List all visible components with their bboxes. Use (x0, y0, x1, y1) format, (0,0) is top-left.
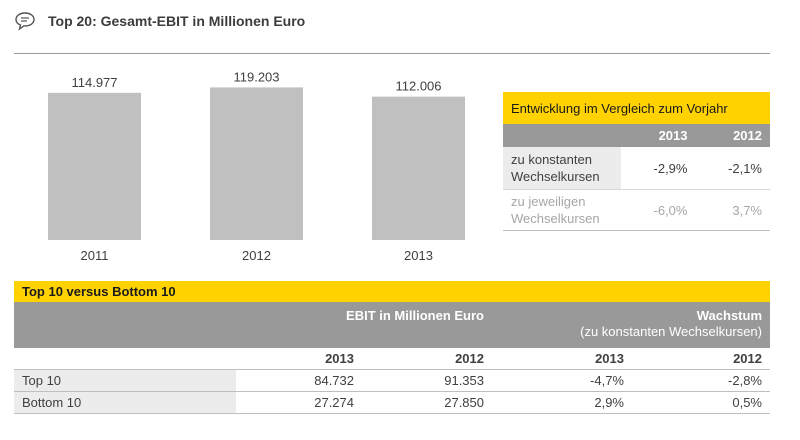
year-header: 2013 (236, 348, 362, 370)
table-row: zu jeweiligen Wechselkursen -6,0% 3,7% (503, 189, 770, 231)
x-tick-label: 2011 (81, 248, 109, 263)
top10-table: Top 10 versus Bottom 10 EBIT in Millione… (14, 281, 770, 414)
row-label: Bottom 10 (14, 391, 236, 414)
comparison-col-year: 2013 (621, 124, 696, 147)
table-cell: -6,0% (621, 189, 696, 231)
header-divider (14, 53, 770, 54)
table-cell: -2,1% (695, 147, 770, 190)
table-cell: -2,8% (632, 369, 770, 392)
row-label: zu konstanten Wechselkursen (503, 147, 621, 190)
year-header: 2013 (492, 348, 632, 370)
group-header-growth-title: Wachstum (696, 308, 762, 323)
table-row: Bottom 10 27.274 27.850 2,9% 0,5% (14, 391, 770, 414)
table-cell: 91.353 (362, 369, 492, 392)
bar-value-label: 119.203 (233, 69, 279, 84)
group-header-growth-subtitle: (zu konstanten Wechselkursen) (580, 324, 762, 339)
table-cell: -4,7% (492, 369, 632, 392)
bar-2011 (48, 92, 141, 240)
table-row: zu konstanten Wechselkursen -2,9% -2,1% (503, 147, 770, 190)
ebit-bar-chart: 114.977 2011 119.203 2012 112.006 2013 (48, 69, 465, 263)
bar-value-label: 114.977 (71, 75, 117, 90)
top10-title: Top 10 versus Bottom 10 (14, 281, 770, 302)
group-header-growth: Wachstum (zu konstanten Wechselkursen) (492, 302, 770, 348)
bar-2012 (210, 87, 303, 240)
page-title: Top 20: Gesamt-EBIT in Millionen Euro (48, 13, 306, 29)
comparison-col-year: 2012 (695, 124, 770, 147)
table-cell: 2,9% (492, 391, 632, 414)
table-cell: 84.732 (236, 369, 362, 392)
year-header-row: 2013 2012 2013 2012 (14, 348, 770, 370)
bar-2013 (372, 96, 465, 240)
row-label: Top 10 (14, 369, 236, 392)
table-cell: 3,7% (695, 189, 770, 231)
year-header-blank (14, 348, 236, 370)
table-row: Top 10 84.732 91.353 -4,7% -2,8% (14, 369, 770, 392)
comparison-header-blank (503, 124, 621, 147)
speech-bubble-icon (14, 11, 36, 31)
top10-header-blank (14, 302, 236, 348)
year-header: 2012 (362, 348, 492, 370)
x-tick-label: 2013 (404, 248, 433, 263)
table-cell: 27.274 (236, 391, 362, 414)
table-cell: 0,5% (632, 391, 770, 414)
bar-value-label: 112.006 (395, 79, 441, 94)
table-cell: -2,9% (621, 147, 696, 190)
year-header: 2012 (632, 348, 770, 370)
x-tick-label: 2012 (242, 248, 271, 263)
row-label: zu jeweiligen Wechselkursen (503, 189, 621, 231)
comparison-title: Entwicklung im Vergleich zum Vorjahr (503, 92, 770, 124)
table-cell: 27.850 (362, 391, 492, 414)
group-header-ebit: EBIT in Millionen Euro (236, 302, 492, 348)
comparison-table: Entwicklung im Vergleich zum Vorjahr 201… (503, 92, 770, 231)
header: Top 20: Gesamt-EBIT in Millionen Euro (14, 8, 305, 34)
